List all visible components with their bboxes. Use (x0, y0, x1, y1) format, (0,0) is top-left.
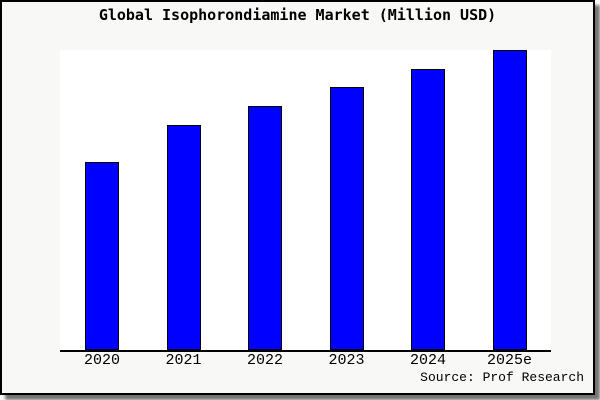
bar-2024 (411, 68, 445, 350)
x-tick-2024: 2024 (409, 352, 446, 369)
bar-2022 (248, 106, 282, 350)
x-tick-2022: 2022 (246, 352, 283, 369)
x-tick-2020: 2020 (83, 352, 120, 369)
x-tick-2021: 2021 (165, 352, 202, 369)
plot-area (60, 50, 551, 352)
x-tick-2023: 2023 (328, 352, 365, 369)
bar-2023 (329, 86, 364, 350)
bar-2021 (166, 125, 201, 350)
source-text: Source: Prof Research (420, 370, 584, 385)
chart-card: Global Isophorondiamine Market (Million … (0, 0, 595, 395)
bar-2025e (492, 50, 527, 350)
bar-2020 (85, 161, 119, 350)
x-tick-2025e: 2025e (486, 352, 532, 369)
chart-title: Global Isophorondiamine Market (Million … (98, 6, 497, 24)
